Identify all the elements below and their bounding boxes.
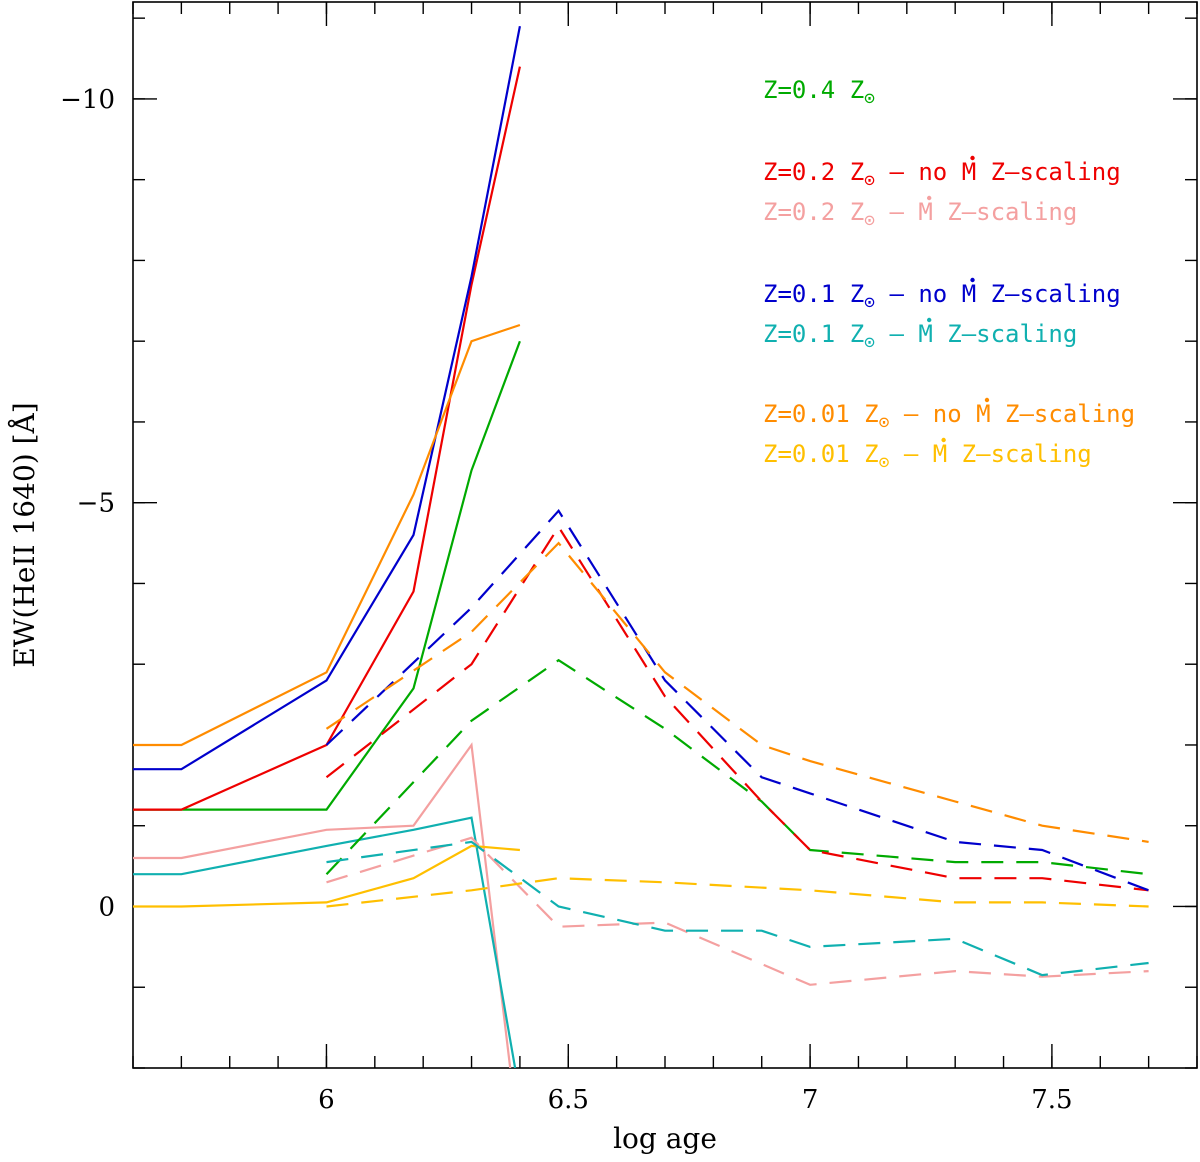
series-line-z-0-1-no-mdot-dashed [325,508,1149,892]
legend-entry: Z=0.01 Z⊙ – M Z–scaling [763,440,1092,473]
series-line-z-0-01-mdot-solid [133,844,520,908]
legend-entry: Z=0.1 Z⊙ – no M Z–scaling [763,280,1121,313]
series-line-z-0-1-mdot-solid [133,816,517,1068]
x-axis-title: log age [613,1122,717,1155]
x-tick-label: 7 [802,1085,819,1115]
series-line-z-0-2-no-mdot-solid [133,66,521,811]
series-line-z-0-4-solid [133,340,521,811]
mdot-marker [926,317,932,323]
series-line-z-0-01-no-mdot-dashed [325,541,1149,843]
x-tick-label: 6 [318,1085,335,1115]
mdot-marker [984,397,990,403]
series-line-z-0-1-mdot-dashed [326,840,1149,977]
mdot-marker [970,277,975,283]
x-tick-label: 7.5 [1031,1085,1072,1115]
x-tick-label: 6.5 [548,1085,589,1115]
series-line-z-0-01-no-mdot-solid [133,323,521,747]
mdot-marker [970,155,975,161]
series-line-z-0-2-mdot-solid [133,742,512,1068]
y-tick-label: −10 [60,85,115,115]
y-tick-label: −5 [77,489,115,519]
legend: Z=0.4 Z⊙ Z=0.2 Z⊙ – no M Z–scaling Z=0.2 Z… [763,76,1135,473]
series-line-z-0-1-no-mdot-solid [133,25,521,771]
mdot-marker [941,437,946,443]
legend-entry: Z=0.4 Z⊙ [763,76,875,109]
series-line-z-0-2-no-mdot-dashed [325,524,1149,892]
series-line-z-0-01-mdot-dashed [326,877,1149,908]
series-line-z-0-4-dashed [325,658,1149,876]
legend-entry: Z=0.2 Z⊙ – no M Z–scaling [763,158,1121,191]
legend-entry: Z=0.1 Z⊙ – M Z–scaling [763,320,1077,353]
series-line-z-0-2-mdot-dashed [326,836,1149,986]
tick-labels: 6 6.5 7 7.5 0 −5 −10 [60,85,1072,1115]
series-layer [133,25,1149,1068]
legend-entry: Z=0.01 Z⊙ – no M Z–scaling [763,400,1135,433]
legend-entry: Z=0.2 Z⊙ – M Z–scaling [763,198,1077,231]
y-axis-title: EW(HeII 1640) [Å] [8,402,41,667]
y-tick-label: 0 [98,892,115,922]
mdot-marker [926,195,932,201]
